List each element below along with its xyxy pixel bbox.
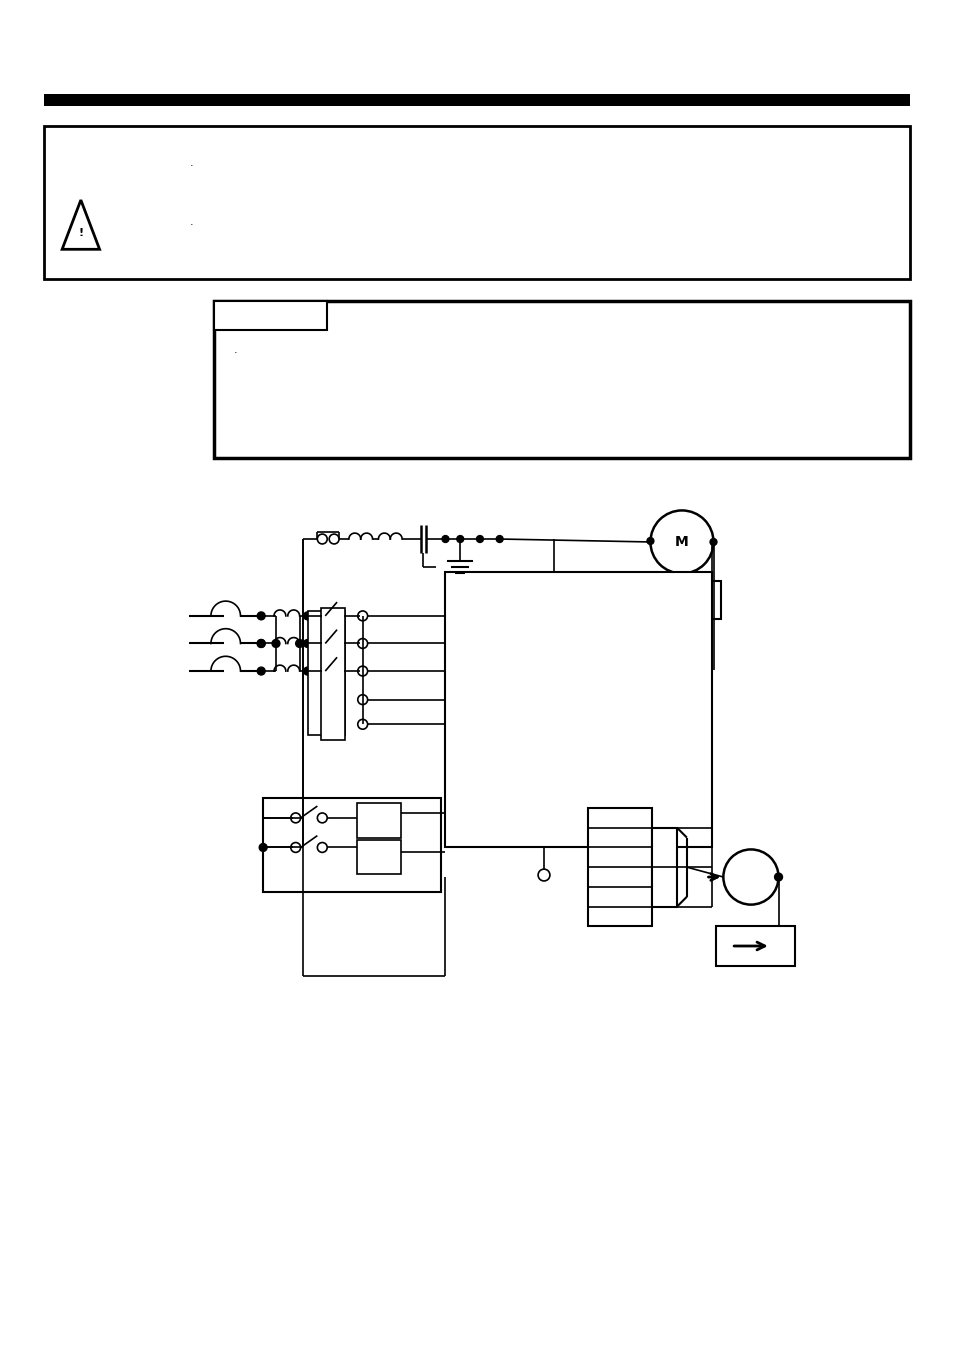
Circle shape: [291, 813, 300, 823]
Circle shape: [496, 535, 502, 543]
Bar: [356, 839, 400, 874]
Circle shape: [317, 534, 327, 544]
Circle shape: [321, 612, 329, 620]
Text: .: .: [189, 216, 193, 227]
Circle shape: [257, 667, 265, 676]
Circle shape: [357, 694, 367, 705]
Circle shape: [646, 538, 653, 544]
Circle shape: [709, 539, 717, 546]
Circle shape: [357, 719, 367, 730]
Circle shape: [476, 535, 483, 543]
Bar: [213, 300, 327, 330]
Polygon shape: [62, 200, 99, 250]
Circle shape: [257, 639, 265, 647]
Bar: [652, 828, 677, 907]
Circle shape: [303, 667, 311, 676]
Circle shape: [295, 639, 303, 647]
Circle shape: [650, 511, 713, 574]
Bar: [45, 126, 908, 278]
Bar: [445, 571, 711, 847]
Bar: [45, 93, 908, 107]
Bar: [321, 608, 345, 740]
Bar: [307, 611, 345, 735]
Circle shape: [357, 639, 367, 648]
Circle shape: [456, 535, 463, 543]
Circle shape: [257, 612, 265, 620]
Text: .: .: [233, 345, 237, 355]
Circle shape: [321, 667, 329, 676]
Circle shape: [722, 850, 778, 905]
Bar: [647, 581, 720, 619]
Bar: [588, 808, 652, 927]
Circle shape: [272, 639, 279, 647]
Circle shape: [317, 813, 327, 823]
Circle shape: [774, 873, 781, 881]
Text: M: M: [675, 535, 688, 549]
Circle shape: [335, 667, 344, 676]
Bar: [263, 798, 440, 892]
Circle shape: [357, 666, 367, 676]
Bar: [716, 927, 795, 966]
Circle shape: [303, 612, 311, 620]
Circle shape: [257, 639, 265, 647]
Circle shape: [441, 535, 449, 543]
Circle shape: [537, 869, 549, 881]
Circle shape: [303, 639, 311, 647]
Circle shape: [329, 534, 338, 544]
Circle shape: [259, 843, 267, 851]
Text: .: .: [189, 158, 193, 168]
Circle shape: [291, 843, 300, 852]
Circle shape: [335, 612, 344, 620]
Circle shape: [357, 611, 367, 621]
Text: !: !: [78, 227, 83, 238]
Bar: [213, 300, 908, 458]
Bar: [356, 802, 400, 838]
Circle shape: [335, 639, 344, 647]
Circle shape: [321, 639, 329, 647]
Circle shape: [317, 843, 327, 852]
